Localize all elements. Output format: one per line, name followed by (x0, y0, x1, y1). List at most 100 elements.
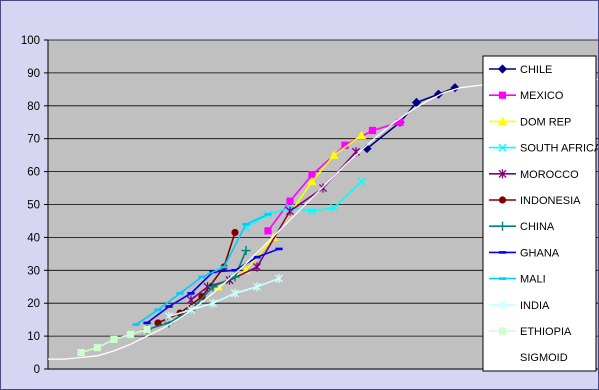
data-point-marker (252, 282, 262, 292)
series-line (267, 121, 401, 232)
data-point-marker (362, 143, 372, 154)
data-point-marker (154, 319, 162, 327)
legend-item: DOM REP (489, 116, 571, 128)
data-point-marker (285, 206, 295, 216)
data-point-marker (498, 300, 507, 310)
data-point-marker (143, 325, 151, 334)
legend-label: MALI (520, 274, 546, 286)
data-point-marker (274, 273, 284, 284)
data-point-marker (356, 130, 367, 140)
data-point-marker (252, 262, 262, 272)
data-point-marker (93, 344, 102, 352)
legend-item: GHANA (489, 247, 560, 259)
legend-item: MALI (489, 274, 546, 286)
legend-label: GHANA (520, 247, 560, 259)
legend-label: ETHIOPIA (520, 326, 572, 338)
data-point-marker (411, 97, 422, 108)
data-point-marker (498, 91, 507, 99)
y-tick-label: 0 (34, 364, 40, 376)
legend-item: SIGMOID (520, 352, 568, 364)
data-point-marker (329, 150, 339, 159)
legend-box (482, 55, 597, 372)
data-point-marker (497, 221, 508, 231)
legend-item: MOROCCO (489, 169, 579, 181)
data-point-marker (264, 213, 272, 216)
data-point-marker (308, 171, 316, 179)
data-point-marker (497, 116, 508, 125)
y-tick-label: 90 (27, 68, 40, 80)
data-point-marker (77, 348, 85, 357)
y-tick-label: 60 (27, 167, 40, 179)
data-point-marker (396, 118, 404, 126)
data-point-marker (213, 282, 224, 291)
series-ethiopia (77, 325, 151, 357)
data-point-marker (154, 308, 162, 312)
legend-label: INDONESIA (520, 195, 581, 207)
legend-label: DOM REP (520, 116, 571, 128)
data-point-marker (220, 265, 228, 269)
y-tick-label: 70 (27, 134, 40, 146)
legend-label: MEXICO (520, 90, 564, 102)
data-point-marker (275, 247, 283, 251)
data-point-marker (198, 275, 206, 279)
data-point-marker (307, 206, 317, 216)
data-point-marker (368, 126, 377, 135)
legend-label: MOROCCO (520, 169, 579, 181)
data-point-marker (329, 203, 339, 212)
series-group (48, 78, 598, 360)
data-point-marker (497, 64, 508, 74)
legend-item: INDIA (489, 300, 550, 312)
data-point-marker (208, 282, 218, 292)
series-mexico (264, 118, 404, 235)
y-tick-label: 40 (27, 232, 40, 244)
data-point-marker (241, 245, 251, 256)
legend-item: ETHIOPIA (489, 326, 572, 338)
y-tick-label: 50 (27, 200, 40, 212)
series-line (48, 78, 598, 360)
y-tick-label: 100 (21, 35, 40, 47)
data-point-marker (208, 298, 218, 308)
data-point-marker (132, 323, 140, 326)
legend-label: SIGMOID (520, 352, 568, 364)
data-point-marker (143, 321, 151, 325)
legend-item: INDONESIA (489, 195, 581, 207)
data-point-marker (253, 255, 261, 259)
legend-item: MEXICO (489, 90, 564, 102)
data-point-marker (357, 177, 366, 186)
data-point-marker (498, 251, 507, 254)
data-point-marker (126, 330, 135, 339)
data-point-marker (498, 196, 507, 204)
data-point-marker (341, 141, 349, 149)
data-point-marker (110, 335, 118, 343)
legend-item: CHINA (489, 221, 555, 233)
data-point-marker (498, 277, 507, 280)
data-point-marker (286, 197, 294, 205)
legend-label: SOUTH AFRICA (520, 143, 598, 155)
data-point-marker (318, 183, 328, 193)
data-point-marker (242, 222, 250, 226)
data-point-marker (198, 293, 206, 301)
y-tick-label: 10 (27, 331, 40, 343)
data-point-marker (264, 227, 272, 235)
legend-item: SOUTH AFRICA (489, 143, 598, 155)
legend-label: CHILE (520, 64, 552, 76)
data-point-marker (498, 169, 507, 179)
legend: CHILE MEXICO DOM REP SOUTH AFRICA MOROCCO IND… (482, 55, 598, 372)
data-point-marker (164, 311, 174, 321)
data-point-marker (176, 292, 184, 295)
data-point-marker (307, 176, 317, 186)
series-mali (132, 213, 272, 326)
legend-item: CHILE (489, 64, 552, 76)
data-point-marker (187, 292, 195, 295)
y-tick-label: 20 (27, 298, 40, 310)
y-tick-label: 30 (27, 265, 40, 277)
series-sigmoid (48, 78, 598, 360)
data-point-marker (231, 228, 239, 237)
series-line (168, 277, 280, 318)
data-point-marker (165, 305, 173, 308)
data-point-marker (498, 143, 507, 152)
data-point-marker (230, 288, 240, 298)
legend-label: CHINA (520, 221, 555, 233)
